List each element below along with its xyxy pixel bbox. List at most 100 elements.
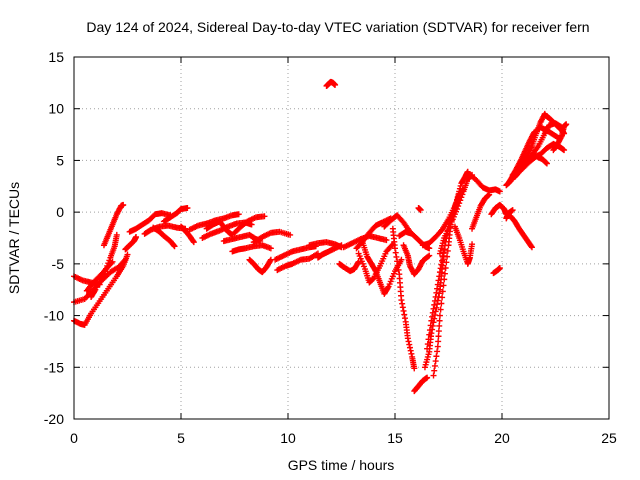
data-point [261,213,268,220]
data-point [436,322,443,329]
data-point [248,221,255,228]
data-point [267,257,274,264]
data-point [431,297,438,304]
x-tick-label: 15 [387,430,403,446]
data-point [459,191,466,198]
data-point [287,231,294,238]
data-point [456,200,463,207]
data-point [394,262,401,269]
data-point [406,344,413,351]
data-point [429,313,436,320]
data-point [561,147,568,154]
data-point [434,343,441,350]
data-point [455,203,462,210]
data-point [434,348,441,355]
data-point [407,347,414,354]
data-point [113,231,120,238]
data-point [434,285,441,292]
data-point [392,245,398,252]
data-point [441,270,448,277]
data-point [394,258,401,265]
data-point [408,350,415,357]
data-point [425,336,432,343]
data-point [399,300,406,307]
data-point [435,338,442,345]
y-axis-label: SDTVAR / TECUs [6,182,22,294]
data-point [438,261,445,268]
x-axis-label: GPS time / hours [288,457,395,473]
x-tick-label: 20 [494,430,510,446]
data-point [443,259,450,266]
data-point [91,287,98,294]
data-point [398,297,405,304]
data-point [429,309,436,316]
data-point [427,322,434,329]
data-point [436,317,443,324]
data-point [486,191,493,198]
data-point [436,269,443,276]
data-point [190,239,197,246]
data-point [426,245,433,252]
axis-ticks: 0 5 10 15 20 25 -20 -15 -10 -5 0 5 10 15 [44,49,617,446]
data-point [411,365,418,372]
data-point [404,335,411,342]
data-point [235,211,242,218]
x-tick-label: 25 [601,430,617,446]
data-point [439,294,446,301]
data-point [442,264,449,271]
data-points [71,78,570,395]
data-point [435,277,442,284]
data-point [393,253,400,260]
data-point [392,249,399,256]
data-point [458,194,465,201]
data-point [401,311,408,318]
grid-lines [74,57,609,419]
data-point [400,307,407,314]
data-point [441,276,448,283]
data-point [441,246,448,253]
data-point [469,241,476,248]
data-point [405,338,412,345]
data-point [444,253,451,260]
chart-title: Day 124 of 2024, Sidereal Day-to-day VTE… [86,19,589,35]
data-point [563,121,570,128]
y-tick-label: 5 [56,152,64,168]
data-point [426,327,433,334]
data-point [437,306,444,313]
data-point [103,265,110,272]
data-point [430,372,437,379]
data-point [432,293,439,300]
data-point [383,237,390,244]
data-point [120,201,127,208]
plot-frame [73,56,610,420]
data-point [424,341,431,348]
data-point [190,238,197,245]
data-point [428,317,435,324]
data-point [102,268,109,275]
data-point [431,367,438,374]
data-point [354,259,361,266]
data-point [436,273,443,280]
data-point [105,260,112,267]
data-point [426,331,433,338]
data-point [399,304,406,311]
data-point [184,205,191,212]
data-point [528,243,535,250]
y-tick-label: -20 [44,411,64,427]
data-point [431,301,438,308]
data-point [425,253,432,260]
data-point [435,328,442,335]
data-point [332,81,339,88]
y-tick-label: 10 [48,101,64,117]
data-point [171,243,178,250]
data-point [433,289,440,296]
y-tick-label: -10 [44,308,64,324]
data-point [406,341,413,348]
data-point [424,345,431,352]
y-tick-label: 15 [48,49,64,65]
data-point [398,256,405,263]
data-point [496,188,503,195]
data-point [430,305,437,312]
data-point [432,358,439,365]
x-tick-label: 5 [177,430,185,446]
